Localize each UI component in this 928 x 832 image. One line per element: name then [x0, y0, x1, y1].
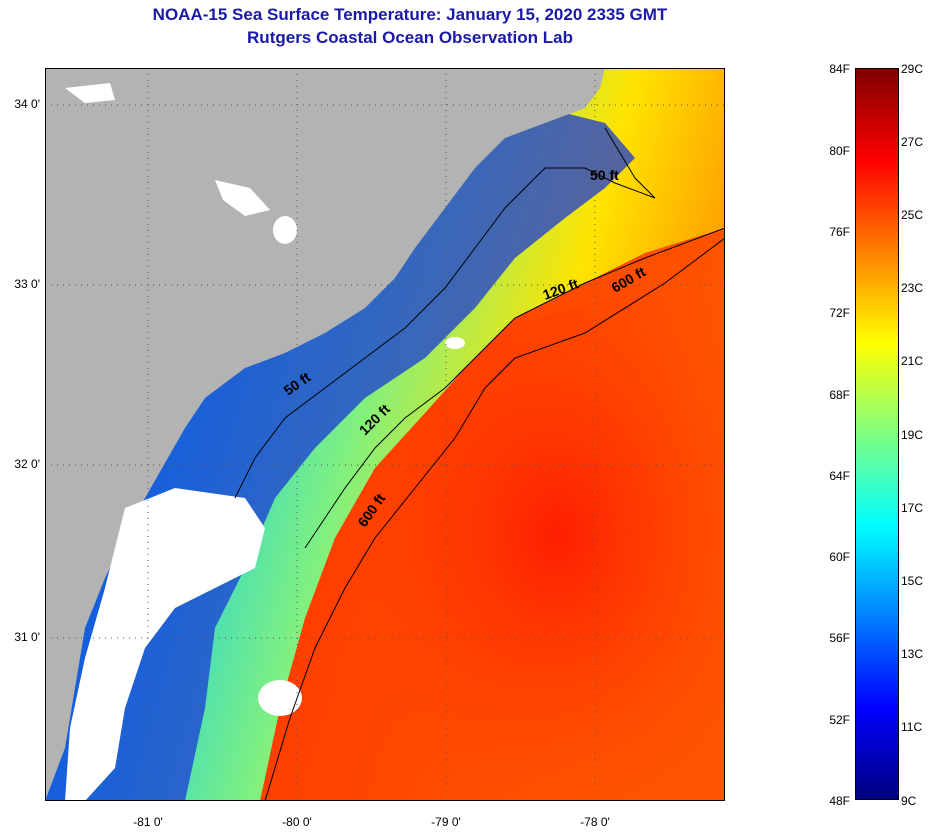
contour-600ft	[264, 237, 725, 801]
land	[45, 68, 605, 801]
map-title: NOAA-15 Sea Surface Temperature: January…	[152, 5, 668, 24]
colorbar-c-21: 21C	[901, 354, 924, 368]
cloud-patch-inland	[215, 180, 270, 216]
colorbar-f-76: 76F	[829, 225, 850, 239]
cloud-patch-south	[65, 488, 265, 801]
cloud-patch-shelf	[445, 337, 465, 349]
graticule	[45, 68, 725, 801]
colorbar-f-48: 48F	[829, 794, 850, 808]
colorbar-c-17: 17C	[901, 501, 924, 515]
colorbar-c-29: 29C	[901, 62, 924, 76]
colorbar-f-56: 56F	[829, 631, 850, 645]
colorbar-c-9: 9C	[901, 794, 917, 808]
colorbar-c-25: 25C	[901, 208, 924, 222]
colorbar-f-64: 64F	[829, 469, 850, 483]
colorbar-c-23: 23C	[901, 281, 924, 295]
contour-120ft	[304, 227, 725, 549]
colorbar-f-72: 72F	[829, 306, 850, 320]
colorbar-c-11: 11C	[901, 720, 923, 734]
contour-50ft	[234, 127, 656, 499]
colorbar-c-15: 15C	[901, 574, 924, 588]
colorbar-f-80: 80F	[829, 144, 850, 158]
map-subtitle: Rutgers Coastal Ocean Observation Lab	[247, 28, 573, 47]
colorbar-f-84: 84F	[829, 62, 850, 76]
colorbar-f-60: 60F	[829, 550, 850, 564]
colorbar-f-52: 52F	[829, 713, 850, 727]
sst-map: 50 ft 120 ft 600 ft 50 ft 120 ft 600 ft	[45, 68, 725, 801]
cloud-patch-north	[65, 83, 115, 103]
map-frame	[45, 68, 725, 801]
lat-label-32: 32 0'	[14, 457, 40, 471]
temperature-colorbar	[855, 68, 899, 800]
lon-label-78: -78 0'	[580, 815, 610, 829]
lat-label-31: 31 0'	[14, 630, 40, 644]
lon-label-81: -81 0'	[133, 815, 163, 829]
cloud-patch-coastal	[258, 680, 302, 716]
lat-label-34: 34 0'	[14, 97, 40, 111]
bathymetry-contours	[234, 127, 725, 801]
colorbar-f-68: 68F	[829, 388, 850, 402]
lon-label-79: -79 0'	[431, 815, 461, 829]
cloud-patch-small	[273, 216, 297, 244]
colorbar-c-19: 19C	[901, 428, 924, 442]
contour-label-50ft-north: 50 ft	[590, 167, 619, 183]
sst-map-canvas: 50 ft 120 ft 600 ft 50 ft 120 ft 600 ft	[45, 68, 725, 801]
colorbar-c-13: 13C	[901, 647, 924, 661]
lon-label-80: -80 0'	[282, 815, 312, 829]
colorbar-c-27: 27C	[901, 135, 924, 149]
lat-label-33: 33 0'	[14, 277, 40, 291]
